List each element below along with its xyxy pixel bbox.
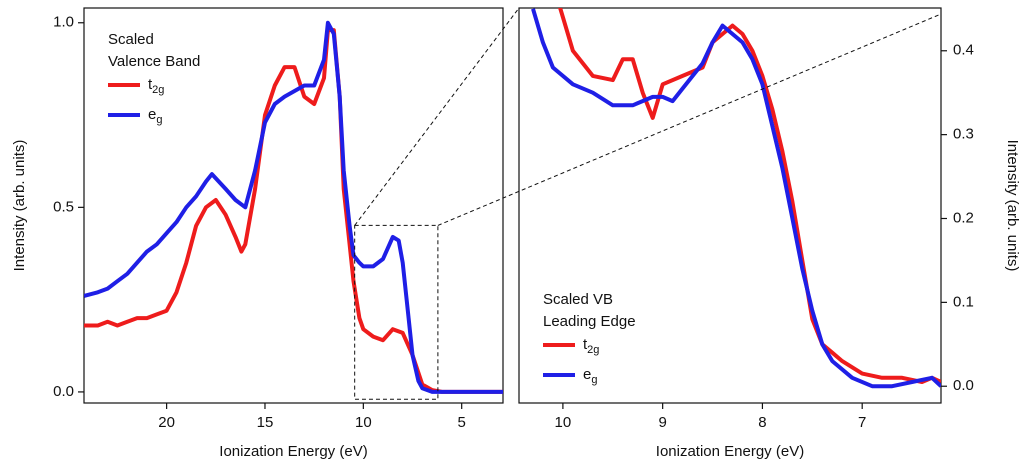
y-tick-label: 0.2	[953, 209, 974, 226]
legend-title: Valence Band	[108, 53, 200, 70]
x-tick-label: 9	[658, 414, 666, 431]
x-tick-label: 8	[758, 414, 766, 431]
x-tick-label: 20	[158, 414, 175, 431]
y-tick-label: 1.0	[53, 14, 74, 31]
zoom-connector	[437, 13, 942, 226]
data-line	[84, 28, 503, 394]
x-tick-label: 7	[858, 414, 866, 431]
plot-frame	[83, 7, 504, 404]
y-tick-label: 0.5	[53, 198, 74, 215]
legend-title: Scaled	[108, 31, 154, 48]
plot-frame	[518, 7, 942, 404]
x-axis-label: Ionization Energy (eV)	[656, 443, 804, 460]
y-axis-label: Intensity (arb. units)	[1004, 140, 1021, 272]
legend-title: Scaled VB	[543, 291, 613, 308]
y-tick-label: 0.3	[953, 126, 974, 143]
zoom-connector	[354, 7, 520, 226]
x-tick-label: 10	[355, 414, 372, 431]
y-tick-label: 0.4	[953, 42, 974, 59]
y-tick-label: 0.0	[53, 383, 74, 400]
legend-label: eg	[148, 106, 162, 126]
x-axis-label: Ionization Energy (eV)	[219, 443, 367, 460]
x-tick-label: 15	[257, 414, 274, 431]
y-axis-label: Intensity (arb. units)	[11, 140, 28, 272]
plot-area	[84, 20, 503, 394]
legend-label: t2g	[148, 76, 164, 96]
data-line	[531, 8, 941, 389]
data-line	[558, 8, 941, 384]
legend-title: Leading Edge	[543, 313, 636, 330]
legend-label: eg	[583, 366, 597, 386]
plot-area	[531, 8, 941, 389]
y-tick-label: 0.1	[953, 293, 974, 310]
x-tick-label: 5	[458, 414, 466, 431]
legend-label: t2g	[583, 336, 599, 356]
data-line	[84, 20, 503, 394]
zoom-box	[354, 224, 439, 400]
x-tick-label: 10	[555, 414, 572, 431]
y-tick-label: 0.0	[953, 377, 974, 394]
